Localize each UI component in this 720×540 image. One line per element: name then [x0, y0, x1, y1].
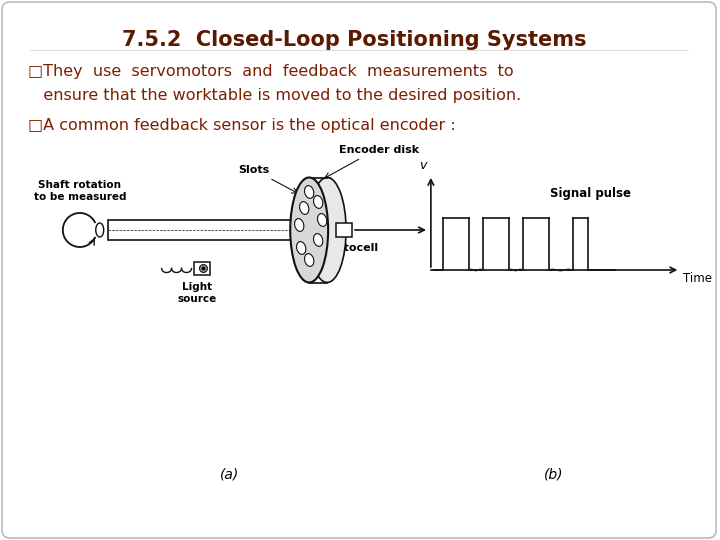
Text: (a): (a) [220, 468, 239, 482]
Ellipse shape [313, 195, 323, 208]
Bar [194, 262, 210, 275]
Ellipse shape [305, 186, 314, 198]
Ellipse shape [96, 223, 104, 237]
Ellipse shape [313, 234, 323, 246]
Text: Light
source: Light source [178, 282, 217, 303]
Text: (b): (b) [544, 468, 563, 482]
Text: v: v [420, 159, 427, 172]
Text: Time: Time [683, 272, 712, 285]
Ellipse shape [300, 201, 309, 214]
Ellipse shape [305, 254, 314, 266]
Ellipse shape [294, 219, 304, 231]
Text: □They  use  servomotors  and  feedback  measurements  to: □They use servomotors and feedback measu… [28, 64, 513, 79]
Ellipse shape [318, 214, 327, 226]
Text: Encoder disk: Encoder disk [339, 145, 419, 155]
Circle shape [202, 267, 205, 270]
Text: ensure that the worktable is moved to the desired position.: ensure that the worktable is moved to th… [28, 88, 521, 103]
Ellipse shape [308, 178, 346, 282]
Text: □A common feedback sensor is the optical encoder :: □A common feedback sensor is the optical… [28, 118, 456, 133]
Ellipse shape [290, 178, 328, 282]
Text: Signal pulse: Signal pulse [550, 187, 631, 200]
Text: Shaft rotation
to be measured: Shaft rotation to be measured [34, 180, 126, 202]
Ellipse shape [297, 241, 306, 254]
Text: Slots: Slots [239, 165, 270, 175]
Text: 7.5.2  Closed-Loop Positioning Systems: 7.5.2 Closed-Loop Positioning Systems [122, 30, 586, 50]
Circle shape [199, 265, 207, 273]
Bar [108, 220, 307, 240]
Bar [336, 223, 352, 237]
Text: Photocell: Photocell [320, 243, 378, 253]
